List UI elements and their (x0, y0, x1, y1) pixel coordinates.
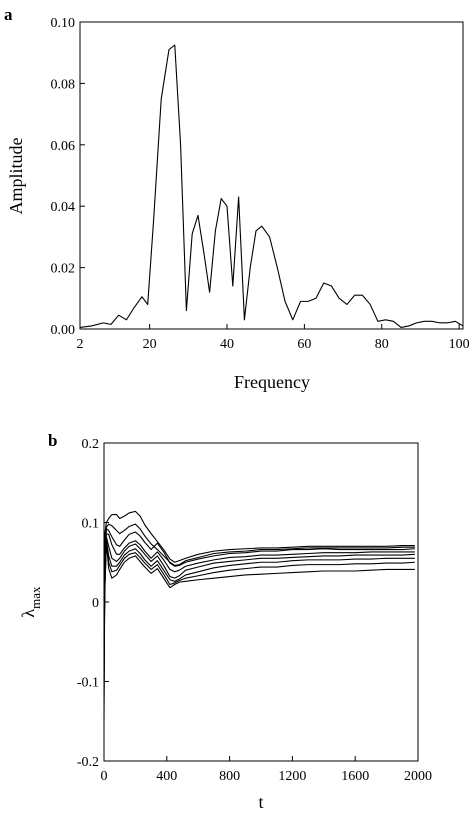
series-line-1 (103, 510, 415, 618)
panel-b-series (103, 510, 415, 722)
series-line-8 (103, 542, 415, 634)
panel-a-plot-frame (79, 21, 464, 330)
y-tick-label: 0.04 (51, 200, 76, 215)
y-tick-label: 0.02 (51, 262, 76, 277)
lambda-symbol: λ (18, 609, 38, 618)
y-tick-label: 0 (92, 596, 99, 611)
panel-b-plot-frame (103, 442, 419, 762)
x-tick-label: 2 (77, 337, 84, 352)
x-tick-label: 400 (156, 769, 177, 784)
y-tick-label: -0.1 (77, 676, 99, 691)
panel-b-x-ticks: 0 400 800 1200 1600 2000 (101, 756, 432, 784)
panel-b-y-ticks: -0.2 -0.1 0 0.1 0.2 (77, 437, 109, 770)
series-line-5 (103, 536, 415, 698)
panel-b-y-axis-title: λmax (18, 586, 43, 618)
series-line-6 (103, 539, 415, 666)
series-line-2 (103, 523, 415, 642)
x-tick-label: 1600 (341, 769, 369, 784)
series-line-3 (103, 528, 415, 682)
y-tick-label: -0.2 (77, 755, 99, 770)
series-line-7 (103, 541, 415, 650)
lambda-subscript: max (28, 586, 43, 609)
x-tick-label: 40 (220, 337, 234, 352)
panel-a-x-axis-title: Frequency (234, 372, 310, 392)
x-tick-label: 2000 (404, 769, 432, 784)
panel-b-x-axis-title: t (258, 792, 263, 812)
y-tick-label: 0.08 (51, 77, 76, 92)
x-tick-label: 0 (101, 769, 108, 784)
x-tick-label: 60 (297, 337, 311, 352)
panel-a-y-axis-title: Amplitude (6, 137, 26, 214)
x-tick-label: 20 (143, 337, 157, 352)
panel-b-letter: b (48, 431, 57, 450)
panel-a-letter: a (4, 5, 13, 24)
x-tick-label: 800 (219, 769, 240, 784)
panel-a-chart: a 2 20 40 60 80 100 0.000.020.040.060.080.10 … (4, 5, 470, 392)
y-tick-label: 0.06 (51, 139, 76, 154)
series-line-4 (103, 533, 415, 722)
x-tick-label: 1200 (278, 769, 306, 784)
y-tick-label: 0.10 (51, 16, 76, 31)
panel-b-chart: b 0 400 800 1200 1600 2000 -0.2-0.100.10.2 t … (18, 431, 432, 812)
y-tick-label: 0.2 (82, 437, 100, 452)
y-tick-label: 0.00 (51, 323, 76, 338)
y-tick-label: 0.1 (82, 517, 100, 532)
x-tick-label: 80 (375, 337, 389, 352)
panel-a-x-ticks: 2 20 40 60 80 100 (77, 324, 470, 352)
series-line-1 (79, 44, 464, 329)
x-tick-label: 100 (449, 337, 470, 352)
panel-a-y-ticks: 0.00 0.02 0.04 0.06 0.08 0.10 (51, 16, 85, 338)
panel-a-series (79, 44, 464, 329)
